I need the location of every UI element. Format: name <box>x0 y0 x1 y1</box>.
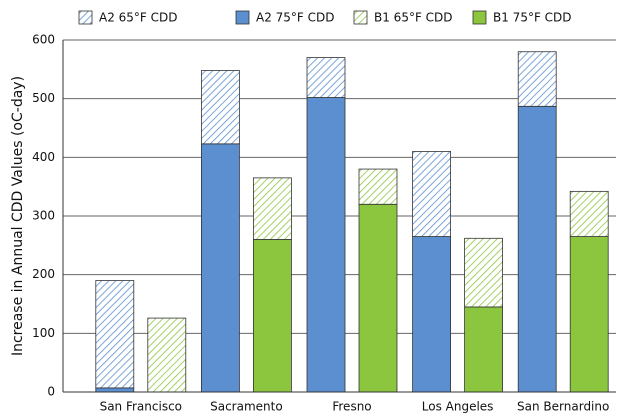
bar-segment <box>252 177 292 240</box>
x-tick-label: San Francisco <box>100 400 182 414</box>
bar-segment <box>95 387 135 393</box>
legend-label: A2 75°F CDD <box>256 11 335 25</box>
y-tick-label: 300 <box>32 209 55 223</box>
bar-segment <box>306 57 346 98</box>
bar-segment <box>95 280 135 389</box>
bar-segment <box>147 317 187 393</box>
y-tick-label: 400 <box>32 150 55 164</box>
legend-swatch <box>78 10 93 25</box>
y-tick-label: 600 <box>32 33 55 47</box>
bar-segment <box>358 203 398 393</box>
bar-segment <box>412 151 452 237</box>
bar-segment <box>306 97 346 393</box>
bar-segment <box>517 51 557 107</box>
bar-segment <box>464 306 504 393</box>
bar-segment <box>517 105 557 393</box>
y-tick-label: 500 <box>32 91 55 105</box>
bar-segment <box>358 168 398 205</box>
bar-segment <box>569 236 609 393</box>
bar-segment <box>200 70 240 145</box>
bar-segment <box>200 143 240 393</box>
bar-segment <box>464 237 504 308</box>
bar-segment <box>252 239 292 393</box>
legend-swatch <box>472 10 487 25</box>
x-tick-label: Sacramento <box>210 400 283 414</box>
x-tick-label: Fresno <box>332 400 371 414</box>
x-tick-label: Los Angeles <box>422 400 494 414</box>
bar-segment <box>569 190 609 237</box>
y-tick-label: 100 <box>32 326 55 340</box>
y-axis-label: Increase in Annual CDD Values (oC-day) <box>10 76 26 356</box>
y-tick-label: 0 <box>47 385 55 399</box>
legend-swatch <box>353 10 368 25</box>
legend-swatch <box>235 10 250 25</box>
y-tick-label: 200 <box>32 267 55 281</box>
legend-label: B1 65°F CDD <box>374 11 453 25</box>
legend-label: B1 75°F CDD <box>493 11 572 25</box>
bar-segment <box>412 236 452 393</box>
x-tick-label: San Bernardino <box>517 400 609 414</box>
legend-label: A2 65°F CDD <box>99 11 178 25</box>
